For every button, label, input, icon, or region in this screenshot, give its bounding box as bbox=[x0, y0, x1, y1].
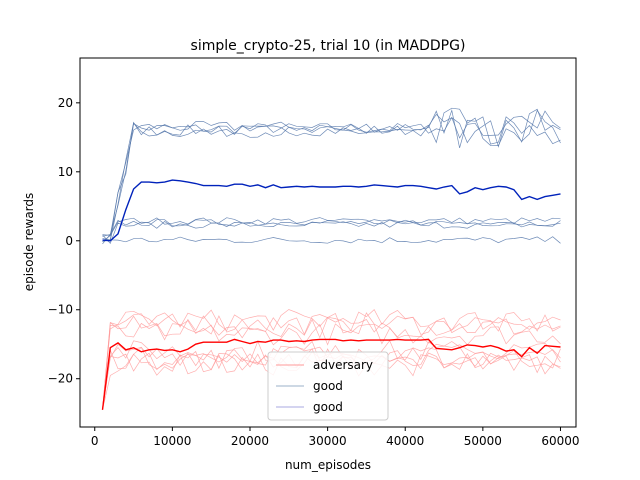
x-tick-label: 40000 bbox=[386, 434, 424, 448]
legend: adversary good good bbox=[267, 351, 389, 421]
good-run-line bbox=[102, 108, 561, 241]
good-run-line bbox=[102, 107, 561, 242]
adversary-mean-line bbox=[101, 338, 561, 410]
good-run-line bbox=[102, 109, 561, 242]
legend-box bbox=[267, 351, 389, 421]
y-tick-label: 10 bbox=[58, 165, 73, 179]
good-run-line bbox=[102, 219, 561, 237]
y-tick-label: 20 bbox=[58, 96, 73, 110]
good-run-line bbox=[102, 217, 561, 236]
y-tick-label: 0 bbox=[65, 234, 73, 248]
x-tick-label: 50000 bbox=[464, 434, 502, 448]
x-axis-label: num_episodes bbox=[285, 458, 371, 472]
x-tick-label: 20000 bbox=[231, 434, 269, 448]
y-tick-label: −20 bbox=[48, 372, 73, 386]
x-tick-label: 10000 bbox=[153, 434, 191, 448]
legend-label: good bbox=[313, 400, 343, 414]
adversary-run-line bbox=[102, 315, 561, 410]
chart-title: simple_crypto-25, trial 10 (in MADDPG) bbox=[191, 38, 466, 54]
mean-lines bbox=[101, 179, 561, 410]
good-run-line bbox=[102, 236, 561, 244]
x-tick-label: 30000 bbox=[309, 434, 347, 448]
legend-label: good bbox=[313, 379, 343, 393]
x-tick-label: 0 bbox=[91, 434, 99, 448]
adversary-run-line bbox=[102, 343, 561, 410]
y-tick-label: −10 bbox=[48, 303, 73, 317]
x-tick-label: 60000 bbox=[541, 434, 579, 448]
y-axis: −20 −10 0 10 20 bbox=[48, 96, 80, 386]
legend-label: adversary bbox=[313, 358, 373, 372]
y-axis-label: episode rewards bbox=[22, 193, 36, 292]
adversary-run-line bbox=[102, 322, 561, 410]
good-mean-line bbox=[102, 179, 561, 242]
good-run-line bbox=[102, 221, 561, 245]
x-axis: 0 10000 20000 30000 40000 50000 60000 bbox=[91, 427, 580, 448]
